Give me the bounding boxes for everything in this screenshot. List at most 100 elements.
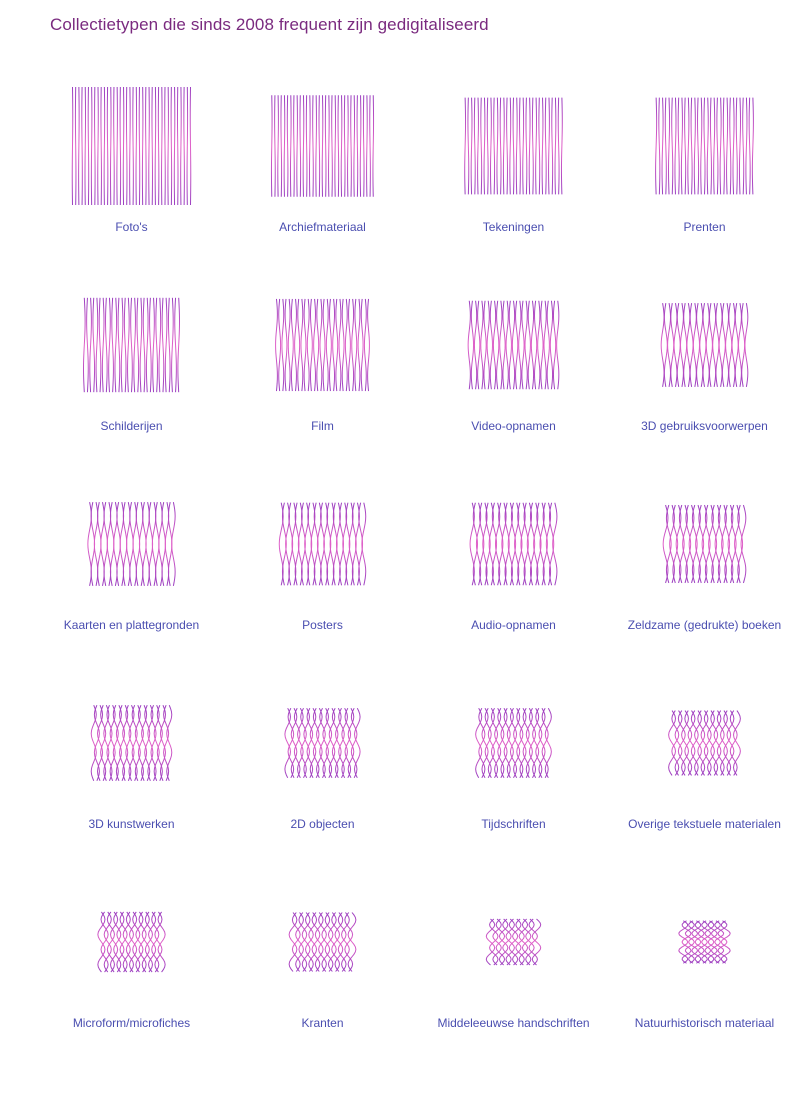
glyph-square bbox=[475, 707, 552, 779]
glyph-line bbox=[125, 86, 128, 206]
glyph-line bbox=[119, 86, 122, 206]
glyph-line bbox=[688, 504, 695, 584]
glyph-line bbox=[695, 504, 701, 584]
glyph-label: Video-opnamen bbox=[471, 419, 556, 433]
glyph-line bbox=[502, 97, 505, 195]
glyph-square bbox=[270, 95, 375, 197]
glyph-line bbox=[733, 710, 741, 776]
glyph-line bbox=[311, 912, 321, 972]
glyph-line bbox=[721, 504, 727, 584]
glyph-square bbox=[284, 707, 361, 779]
glyph-cell: Archiefmateriaal bbox=[227, 28, 418, 234]
glyph-line bbox=[470, 97, 473, 195]
glyph-line bbox=[293, 95, 295, 197]
glyph-line bbox=[359, 95, 362, 197]
glyph-line bbox=[487, 707, 495, 779]
glyph-line bbox=[300, 298, 304, 392]
glyph-line bbox=[496, 97, 499, 195]
glyph-line bbox=[679, 303, 684, 387]
glyph-line bbox=[303, 707, 310, 779]
glyph-line bbox=[297, 298, 301, 392]
glyph-line bbox=[116, 911, 125, 973]
glyph-line bbox=[125, 911, 134, 973]
glyph-line bbox=[735, 97, 738, 195]
glyph-line bbox=[281, 298, 285, 392]
glyph-line bbox=[310, 502, 316, 586]
glyph-line bbox=[668, 710, 676, 776]
glyph-line bbox=[681, 920, 692, 964]
glyph-line bbox=[139, 297, 143, 393]
glyph-line bbox=[685, 504, 692, 584]
glyph-line bbox=[122, 705, 129, 781]
glyph-line bbox=[737, 504, 744, 584]
glyph-line bbox=[697, 710, 706, 776]
glyph-line bbox=[78, 86, 80, 206]
glyph-line bbox=[154, 86, 157, 206]
glyph-line bbox=[557, 97, 560, 195]
glyph-line bbox=[740, 504, 747, 584]
glyph-cell: Kaarten en plattegronden bbox=[36, 426, 227, 632]
glyph-line bbox=[98, 297, 102, 393]
glyph-line bbox=[350, 95, 352, 197]
glyph-line bbox=[522, 707, 530, 779]
glyph-line bbox=[312, 95, 314, 197]
glyph-line bbox=[544, 97, 547, 195]
glyph-cell: Tekeningen bbox=[418, 28, 609, 234]
glyph-line bbox=[100, 911, 109, 973]
glyph-line bbox=[316, 707, 323, 779]
glyph-line bbox=[684, 97, 687, 195]
glyph-line bbox=[138, 911, 147, 973]
glyph-line bbox=[718, 303, 723, 387]
glyph-line bbox=[512, 918, 522, 966]
glyph-label: Film bbox=[311, 419, 334, 433]
glyph-line bbox=[690, 710, 699, 776]
glyph-line bbox=[171, 297, 174, 393]
glyph-line bbox=[697, 920, 708, 964]
glyph-line bbox=[522, 97, 525, 195]
glyph-cell: Video-opnamen bbox=[418, 227, 609, 433]
glyph-line bbox=[122, 86, 125, 206]
glyph-line bbox=[283, 95, 286, 197]
glyph-line bbox=[503, 707, 511, 779]
glyph-line bbox=[493, 97, 496, 195]
glyph-line bbox=[554, 97, 557, 195]
glyph-line bbox=[708, 303, 713, 387]
glyph-line bbox=[321, 95, 324, 197]
glyph-square bbox=[678, 920, 731, 964]
glyph-line bbox=[344, 707, 352, 779]
glyph-line bbox=[660, 303, 665, 387]
glyph-line bbox=[744, 303, 749, 387]
glyph-line bbox=[141, 911, 150, 973]
glyph-line bbox=[543, 300, 547, 390]
glyph-line bbox=[694, 710, 702, 776]
glyph-line bbox=[728, 303, 733, 387]
glyph-cell: 2D objecten bbox=[227, 625, 418, 831]
glyph-line bbox=[287, 707, 295, 779]
glyph-line bbox=[106, 911, 115, 973]
glyph-line bbox=[508, 918, 519, 966]
glyph-line bbox=[109, 705, 116, 781]
glyph-line bbox=[157, 86, 160, 206]
glyph-line bbox=[505, 918, 515, 966]
glyph-line bbox=[676, 303, 681, 387]
glyph-line bbox=[344, 298, 348, 392]
glyph-line bbox=[545, 502, 552, 586]
glyph-line bbox=[491, 502, 498, 586]
glyph-line bbox=[154, 911, 163, 973]
glyph-line bbox=[351, 298, 355, 392]
glyph-square bbox=[469, 502, 558, 586]
glyph-label: Posters bbox=[302, 618, 343, 632]
glyph-cell: Prenten bbox=[609, 28, 800, 234]
glyph-line bbox=[81, 86, 83, 206]
glyph-line bbox=[717, 920, 728, 964]
glyph-line bbox=[322, 707, 329, 779]
glyph-line bbox=[499, 300, 503, 390]
glyph-line bbox=[518, 300, 522, 390]
glyph-line bbox=[343, 95, 346, 197]
glyph-line bbox=[490, 707, 499, 779]
glyph-line bbox=[473, 300, 478, 390]
glyph-line bbox=[700, 710, 709, 776]
glyph-line bbox=[515, 300, 519, 390]
glyph-line bbox=[701, 504, 708, 584]
